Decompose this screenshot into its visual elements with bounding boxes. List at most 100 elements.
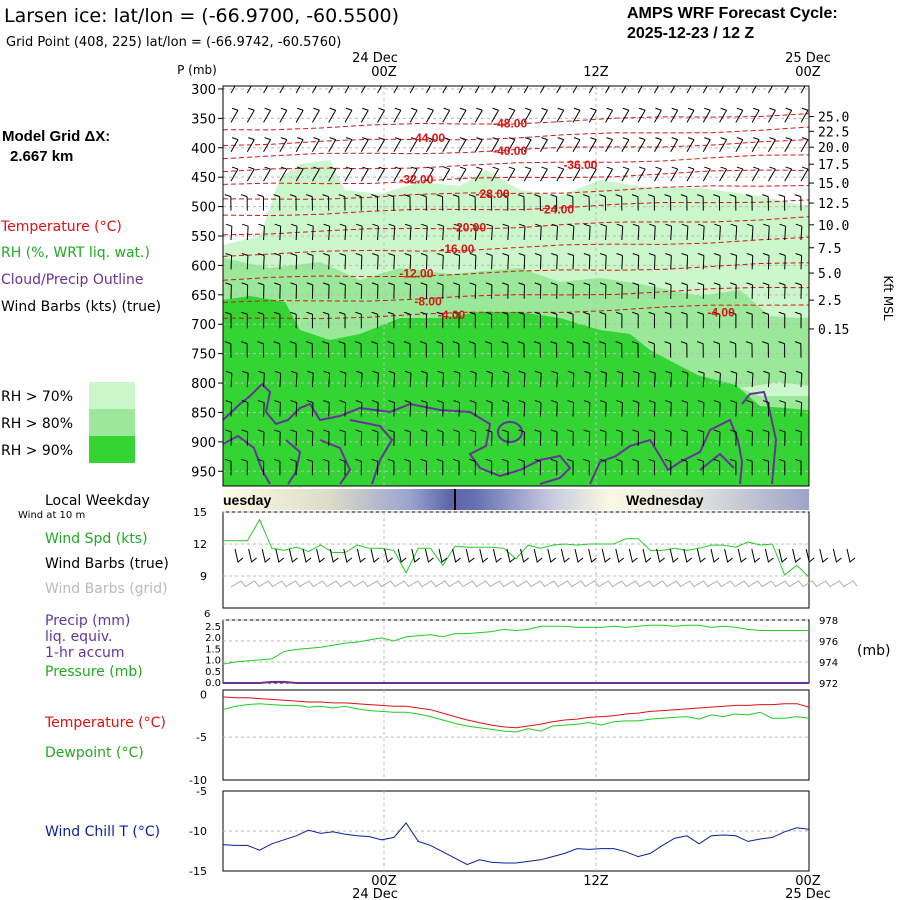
wind-barb bbox=[582, 194, 590, 211]
wind-barb-flag bbox=[518, 458, 525, 462]
wind-barb bbox=[257, 194, 265, 211]
wind-barb-flag bbox=[801, 137, 809, 141]
wind-barb-staff bbox=[556, 109, 565, 123]
wind-barb-flag bbox=[257, 311, 264, 315]
wind-barb-true bbox=[737, 548, 747, 563]
wind-barb-flag bbox=[518, 429, 525, 433]
wind-barb bbox=[518, 253, 526, 270]
pressure-unit-label: (mb) bbox=[857, 643, 890, 659]
wind-barb bbox=[632, 429, 639, 446]
wind-barb bbox=[518, 429, 525, 446]
wind-barb-staff bbox=[230, 402, 233, 417]
wind-barb-flag bbox=[730, 253, 737, 256]
wind-barb-flag bbox=[225, 429, 232, 433]
cross-section-gridlines bbox=[218, 86, 814, 486]
wind-barb bbox=[681, 282, 688, 299]
wind-barb-flag bbox=[795, 429, 802, 433]
wind-barb-flag bbox=[404, 458, 411, 462]
wind-barb-flag bbox=[241, 370, 249, 374]
wind-barb bbox=[517, 341, 525, 358]
wind-barb-staff bbox=[751, 255, 754, 270]
wind-barb bbox=[665, 253, 672, 270]
wind-barb bbox=[550, 458, 558, 476]
wind-barb bbox=[653, 137, 662, 153]
wind-barb bbox=[615, 311, 623, 329]
wind-barb-flag bbox=[720, 107, 727, 111]
wind-barb-flag bbox=[518, 370, 526, 374]
wind-barb bbox=[632, 223, 640, 241]
wind-barb bbox=[621, 86, 627, 94]
wind-barb-flag bbox=[534, 194, 541, 198]
wind-barb bbox=[307, 370, 314, 388]
wind-barb-staff bbox=[523, 86, 529, 94]
wind-barb bbox=[763, 223, 770, 241]
isotherm-label: -4.00 bbox=[707, 305, 735, 319]
wind-barb-flag bbox=[257, 341, 264, 345]
wind-barb bbox=[795, 429, 802, 446]
wind-barb-staff bbox=[621, 255, 623, 270]
wind-barb-flag bbox=[518, 311, 525, 315]
wind-barb-staff bbox=[507, 255, 509, 270]
wind-barb bbox=[735, 107, 744, 123]
wind-barb-flag bbox=[794, 311, 802, 315]
wind-barb bbox=[323, 370, 331, 388]
wind-barb-staff bbox=[556, 255, 558, 270]
wind-barb-flag bbox=[241, 400, 249, 404]
wind-barb bbox=[225, 370, 233, 388]
wind-barb bbox=[354, 194, 362, 211]
wind-barb-staff bbox=[295, 373, 298, 388]
wind-barb-grid bbox=[271, 580, 287, 588]
wind-barb-flag bbox=[714, 370, 721, 374]
wind-barb-flag bbox=[420, 341, 427, 345]
wind-barb bbox=[550, 194, 558, 211]
wind-barb bbox=[518, 400, 526, 417]
wind-barb-staff bbox=[425, 139, 434, 153]
isotherm-line bbox=[223, 236, 809, 257]
wind-barb bbox=[322, 429, 330, 446]
wind-barb bbox=[306, 341, 313, 358]
wind-barb bbox=[653, 107, 662, 123]
wind-barb-staff bbox=[230, 86, 236, 94]
wind-barb-flag bbox=[778, 341, 785, 345]
wind-barb bbox=[795, 223, 803, 241]
wind-barb bbox=[290, 400, 298, 417]
wind-barb bbox=[702, 166, 711, 182]
wind-barb bbox=[697, 253, 705, 270]
wind-barb-flag bbox=[404, 253, 411, 256]
wind-barb-staff bbox=[474, 168, 483, 182]
wind-barb-flag bbox=[745, 341, 753, 345]
wind-barb bbox=[784, 107, 793, 123]
wind-barb bbox=[491, 86, 497, 94]
wind-barb bbox=[273, 458, 281, 476]
wind-barb-staff bbox=[621, 139, 630, 153]
wind-barb bbox=[442, 166, 451, 182]
wind-barb-flag bbox=[355, 253, 363, 256]
wind-barb-flag bbox=[632, 429, 639, 433]
wind-barb-flag bbox=[680, 341, 687, 345]
wind-barb bbox=[572, 107, 581, 123]
wind-barb-flag bbox=[648, 341, 655, 345]
wind-barb-staff bbox=[800, 168, 809, 182]
isotherm-labels: -48.00-44.00-40.00-36.00-32.00-28.00-24.… bbox=[399, 116, 735, 322]
wind-barb-staff bbox=[409, 86, 415, 94]
wind-barb bbox=[567, 429, 574, 446]
wind-barb-flag bbox=[289, 194, 297, 198]
wind-barb bbox=[453, 400, 461, 417]
wind-barb bbox=[665, 400, 672, 417]
wind-panel-gridlines bbox=[223, 511, 809, 608]
wind-barb-flag bbox=[746, 311, 753, 315]
wind-barb-flag bbox=[485, 458, 492, 462]
wind-barb-staff bbox=[572, 86, 578, 94]
wind-barb-grid bbox=[747, 580, 763, 588]
wind-barb-staff bbox=[393, 139, 402, 153]
wind-barb-flag bbox=[240, 194, 248, 198]
wind-barb-flag bbox=[745, 194, 753, 198]
wind-barb-flag bbox=[687, 137, 695, 141]
wind-barb-flag bbox=[606, 107, 613, 111]
wind-barb-staff bbox=[735, 373, 738, 388]
wind-barb-staff bbox=[588, 226, 591, 241]
wind-barb-flag bbox=[583, 311, 590, 315]
wind-barb-flag bbox=[280, 166, 288, 170]
wind-barb-flag bbox=[664, 311, 671, 315]
wind-barb-flag bbox=[746, 223, 754, 227]
